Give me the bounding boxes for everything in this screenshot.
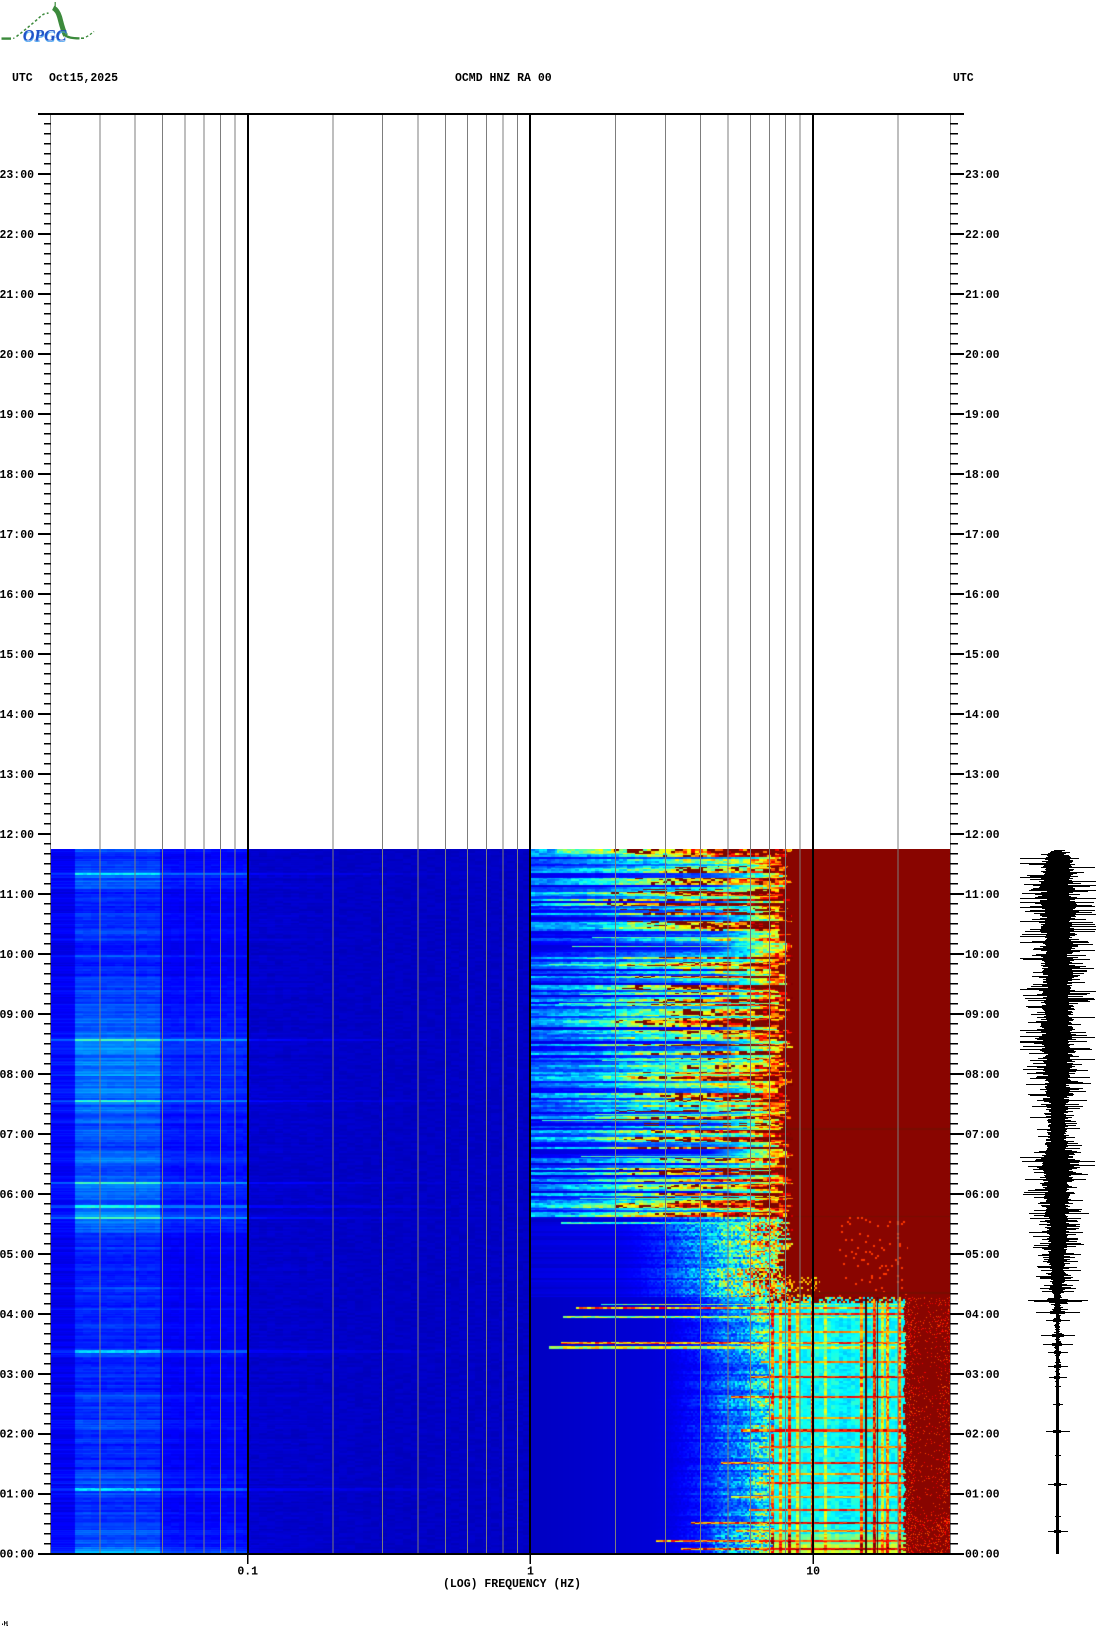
svg-text:12:00: 12:00 — [965, 829, 1000, 842]
svg-text:08:00: 08:00 — [965, 1069, 1000, 1082]
svg-text:06:00: 06:00 — [965, 1189, 1000, 1202]
svg-text:12:00: 12:00 — [0, 829, 34, 842]
svg-text:01:00: 01:00 — [0, 1489, 34, 1502]
svg-text:23:00: 23:00 — [0, 169, 34, 182]
svg-text:20:00: 20:00 — [965, 349, 1000, 362]
svg-text:09:00: 09:00 — [965, 1009, 1000, 1022]
svg-text:OCMD HNZ RA 00: OCMD HNZ RA 00 — [455, 72, 552, 85]
svg-text:17:00: 17:00 — [965, 529, 1000, 542]
svg-text:OPGC: OPGC — [23, 27, 67, 44]
svg-text:03:00: 03:00 — [965, 1369, 1000, 1382]
svg-text:13:00: 13:00 — [0, 769, 34, 782]
svg-text:20:00: 20:00 — [0, 349, 34, 362]
svg-text:15:00: 15:00 — [0, 649, 34, 662]
svg-text:05:00: 05:00 — [965, 1249, 1000, 1262]
svg-text:00:00: 00:00 — [0, 1549, 34, 1562]
svg-text:03:00: 03:00 — [0, 1369, 34, 1382]
svg-text:09:00: 09:00 — [0, 1009, 34, 1022]
svg-text:17:00: 17:00 — [0, 529, 34, 542]
svg-text:OPGC: OPGC — [23, 29, 67, 46]
svg-text:10: 10 — [806, 1566, 820, 1579]
svg-text:14:00: 14:00 — [0, 709, 34, 722]
svg-text:(LOG) FREQUENCY (HZ): (LOG) FREQUENCY (HZ) — [443, 1578, 581, 1591]
svg-text:14:00: 14:00 — [965, 709, 1000, 722]
svg-text:01:00: 01:00 — [965, 1489, 1000, 1502]
svg-text:22:00: 22:00 — [965, 229, 1000, 242]
svg-text:19:00: 19:00 — [0, 409, 34, 422]
svg-text:19:00: 19:00 — [965, 409, 1000, 422]
svg-text:23:00: 23:00 — [965, 169, 1000, 182]
svg-text:1: 1 — [527, 1566, 534, 1579]
svg-text:15:00: 15:00 — [965, 649, 1000, 662]
svg-text:08:00: 08:00 — [0, 1069, 34, 1082]
svg-text:13:00: 13:00 — [965, 769, 1000, 782]
svg-text:UTC: UTC — [953, 72, 974, 85]
svg-text:10:00: 10:00 — [0, 949, 34, 962]
svg-text:02:00: 02:00 — [0, 1429, 34, 1442]
svg-text:21:00: 21:00 — [0, 289, 34, 302]
svg-text:18:00: 18:00 — [0, 469, 34, 482]
svg-text:22:00: 22:00 — [0, 229, 34, 242]
svg-text:04:00: 04:00 — [965, 1309, 1000, 1322]
svg-text:21:00: 21:00 — [965, 289, 1000, 302]
svg-text:02:00: 02:00 — [965, 1429, 1000, 1442]
svg-text:18:00: 18:00 — [965, 469, 1000, 482]
svg-text:UTC: UTC — [12, 72, 33, 85]
svg-text:10:00: 10:00 — [965, 949, 1000, 962]
svg-text:07:00: 07:00 — [965, 1129, 1000, 1142]
svg-text:00:00: 00:00 — [965, 1549, 1000, 1562]
svg-text:07:00: 07:00 — [0, 1129, 34, 1142]
svg-text:Oct15,2025: Oct15,2025 — [49, 72, 118, 85]
svg-text:04:00: 04:00 — [0, 1309, 34, 1322]
svg-text:0.1: 0.1 — [237, 1566, 258, 1579]
svg-text:11:00: 11:00 — [965, 889, 1000, 902]
svg-text:06:00: 06:00 — [0, 1189, 34, 1202]
svg-text:16:00: 16:00 — [965, 589, 1000, 602]
svg-text:16:00: 16:00 — [0, 589, 34, 602]
svg-text:11:00: 11:00 — [0, 889, 34, 902]
svg-text:05:00: 05:00 — [0, 1249, 34, 1262]
